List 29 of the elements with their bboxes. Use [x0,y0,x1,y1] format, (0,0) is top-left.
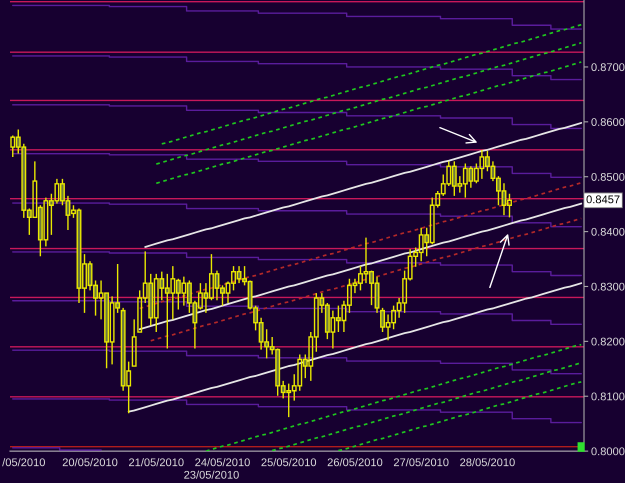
y-tick-label: 0.8400 [591,228,624,236]
x-tick-label: 20/05/2010 [62,458,118,466]
line-series [128,282,582,413]
x-tick-label: 24/05/2010 [195,458,250,466]
x-tick-label: 21/05/2010 [129,458,184,466]
candlestick [132,318,137,367]
line-series [144,122,582,248]
line-series [160,24,582,145]
line-series [138,182,582,310]
annotation: 0.8457 [586,195,620,204]
y-tick-label: 0.8500 [591,172,624,181]
line-series [138,202,582,330]
line-series [338,381,582,452]
y-tick-label: 0.8700 [591,63,624,72]
line-series [150,218,582,342]
line-series [155,61,582,184]
x-tick-label: 26/05/2010 [328,458,382,466]
line-series [155,42,582,165]
line-series [205,344,582,452]
x-tick-label: /05/2010 [2,458,45,466]
y-tick-label: 0.8000 [591,447,624,456]
y-tick-label: 0.8100 [591,392,624,400]
x-tick-label: 28/05/2010 [460,458,515,466]
y-tick-label: 0.8600 [591,118,624,126]
x-tick-label: 23/05/2010 [184,470,239,479]
x-tick-label: 25/05/2010 [261,458,316,466]
x-tick-label: 27/05/2010 [394,458,449,466]
y-tick-label: 0.8200 [591,338,624,346]
y-tick-label: 0.8300 [591,282,624,291]
